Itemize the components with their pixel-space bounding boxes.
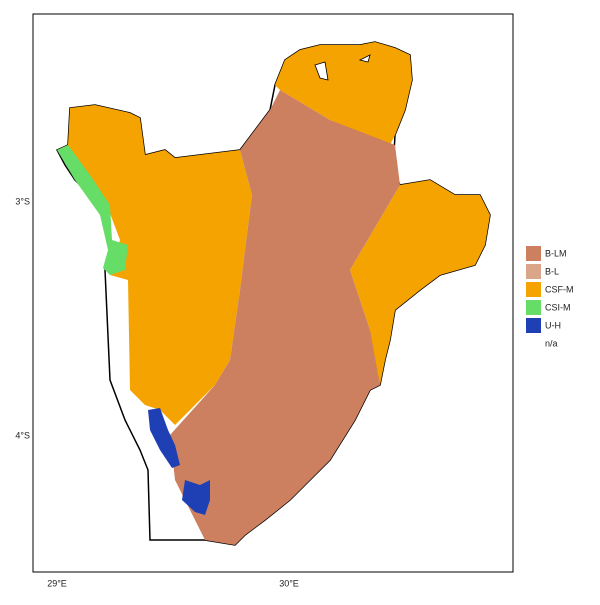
zone-lake-shore-1 [148, 408, 180, 468]
legend-label: CSF-M [545, 284, 574, 294]
legend-swatch [526, 318, 541, 333]
legend-swatch [526, 282, 541, 297]
zone-east [350, 180, 490, 385]
zone-northwest-strip [57, 145, 128, 275]
legend-swatch [526, 300, 541, 315]
legend: B-LM B-L CSF-M CSI-M U-H n/a [526, 246, 574, 348]
enclave [314, 54, 371, 81]
legend-swatch [526, 246, 541, 261]
legend-label: U-H [545, 320, 561, 330]
legend-label: n/a [545, 338, 558, 348]
lat-label: 3°S [15, 196, 30, 206]
lon-label: 29°E [47, 578, 67, 588]
legend-swatch [526, 264, 541, 279]
zone-north [275, 42, 412, 145]
lat-label: 4°S [15, 430, 30, 440]
legend-label: B-L [545, 266, 559, 276]
legend-label: B-LM [545, 248, 567, 258]
legend-label: CSI-M [545, 302, 571, 312]
zone-central [170, 90, 400, 545]
lon-label: 30°E [279, 578, 299, 588]
zone-lake-shore-2 [182, 480, 210, 515]
zone-west [57, 105, 252, 425]
